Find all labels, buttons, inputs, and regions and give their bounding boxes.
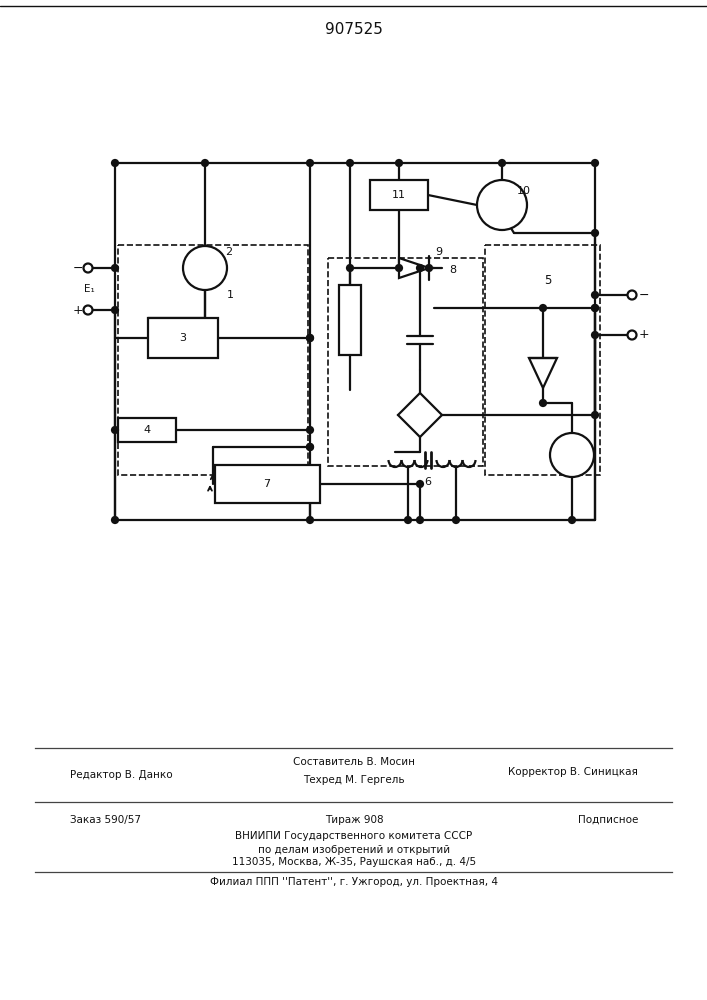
Circle shape: [347, 265, 353, 271]
Bar: [370, 180, 428, 210]
Circle shape: [592, 305, 598, 311]
Text: 907525: 907525: [325, 22, 383, 37]
Text: 8: 8: [450, 265, 457, 275]
Circle shape: [592, 230, 598, 236]
Circle shape: [405, 517, 411, 523]
Text: Техред М. Гергель: Техред М. Гергель: [303, 775, 405, 785]
Text: Редактор В. Данко: Редактор В. Данко: [70, 770, 173, 780]
Polygon shape: [399, 258, 429, 278]
Text: 11: 11: [392, 190, 406, 200]
Bar: [118, 245, 308, 475]
Circle shape: [83, 263, 93, 272]
Text: +: +: [638, 328, 649, 342]
Circle shape: [307, 335, 313, 341]
Bar: [328, 258, 483, 466]
Circle shape: [550, 433, 594, 477]
Bar: [118, 418, 176, 442]
Text: ВНИИПИ Государственного комитета СССР: ВНИИПИ Государственного комитета СССР: [235, 831, 472, 841]
Circle shape: [628, 330, 636, 340]
Text: по делам изобретений и открытий: по делам изобретений и открытий: [258, 845, 450, 855]
Circle shape: [112, 265, 118, 271]
Text: 6: 6: [424, 477, 431, 487]
Bar: [148, 318, 218, 358]
Circle shape: [499, 160, 505, 166]
Circle shape: [592, 160, 598, 166]
Circle shape: [347, 160, 353, 166]
Text: Заказ 590/57: Заказ 590/57: [70, 815, 141, 825]
Text: 4: 4: [144, 425, 151, 435]
Circle shape: [540, 305, 546, 311]
Text: 113035, Москва, Ж-35, Раушская наб., д. 4/5: 113035, Москва, Ж-35, Раушская наб., д. …: [232, 857, 476, 867]
Text: Составитель В. Мосин: Составитель В. Мосин: [293, 757, 415, 767]
Text: Корректор В. Синицкая: Корректор В. Синицкая: [508, 767, 638, 777]
Circle shape: [417, 517, 423, 523]
Circle shape: [307, 444, 313, 450]
Circle shape: [112, 427, 118, 433]
Text: 5: 5: [544, 273, 551, 286]
Circle shape: [628, 290, 636, 300]
Circle shape: [592, 412, 598, 418]
Circle shape: [453, 517, 459, 523]
Circle shape: [183, 246, 227, 290]
Circle shape: [540, 400, 546, 406]
Text: 2: 2: [226, 247, 233, 257]
Circle shape: [83, 306, 93, 314]
Bar: [339, 285, 361, 355]
Circle shape: [417, 481, 423, 487]
Circle shape: [396, 160, 402, 166]
Text: Тираж 908: Тираж 908: [325, 815, 383, 825]
Circle shape: [307, 444, 313, 450]
Circle shape: [477, 180, 527, 230]
Text: −: −: [638, 288, 649, 302]
Text: Филиал ППП ''Патент'', г. Ужгород, ул. Проектная, 4: Филиал ППП ''Патент'', г. Ужгород, ул. П…: [210, 877, 498, 887]
Circle shape: [112, 160, 118, 166]
Text: 9: 9: [436, 247, 443, 257]
Polygon shape: [529, 358, 557, 388]
Circle shape: [307, 335, 313, 341]
Bar: [485, 245, 600, 475]
Circle shape: [396, 265, 402, 271]
Text: 10: 10: [517, 186, 531, 196]
Circle shape: [307, 160, 313, 166]
Circle shape: [426, 265, 432, 271]
Circle shape: [112, 307, 118, 313]
Text: 3: 3: [180, 333, 187, 343]
Circle shape: [592, 292, 598, 298]
Circle shape: [569, 517, 575, 523]
Text: 1: 1: [226, 290, 233, 300]
Circle shape: [307, 517, 313, 523]
Bar: [215, 465, 320, 503]
Text: Е₁: Е₁: [83, 284, 94, 294]
Polygon shape: [398, 393, 442, 437]
Text: Подписное: Подписное: [578, 815, 638, 825]
Circle shape: [112, 517, 118, 523]
Circle shape: [417, 265, 423, 271]
Circle shape: [592, 305, 598, 311]
Circle shape: [202, 160, 208, 166]
Circle shape: [307, 427, 313, 433]
Circle shape: [592, 332, 598, 338]
Text: −: −: [73, 261, 83, 274]
Text: +: +: [73, 304, 83, 316]
Text: 7: 7: [264, 479, 271, 489]
